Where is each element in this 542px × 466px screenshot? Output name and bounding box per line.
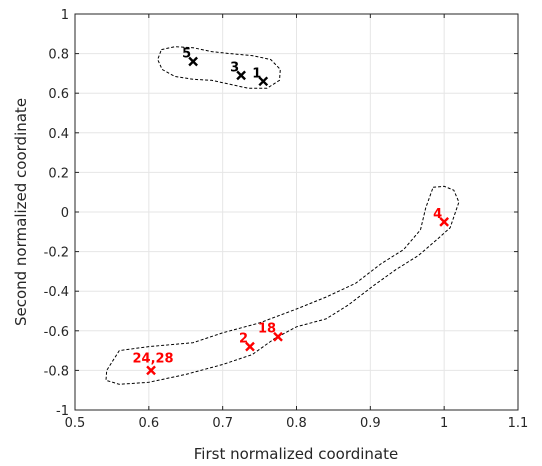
cluster-boundary-2 — [105, 185, 460, 385]
y-tick-label: -0.6 — [44, 325, 69, 340]
x-tick-label: 0.7 — [212, 416, 233, 431]
point-labels: 5 3 1 4 18 2 24,28 — [132, 47, 442, 367]
marker-point — [146, 365, 156, 376]
x-axis-label: First normalized coordinate — [194, 445, 398, 463]
point-label: 5 — [182, 47, 191, 62]
marker-point — [258, 76, 269, 87]
y-tick-label: -1 — [56, 404, 69, 419]
point-label: 1 — [252, 66, 261, 81]
point-label: 18 — [258, 322, 276, 337]
marker-point — [245, 341, 255, 352]
x-tick-label: 0.9 — [360, 416, 381, 431]
cluster-boundaries — [105, 46, 460, 385]
y-tick-label: 0 — [61, 206, 69, 221]
point-label: 3 — [230, 60, 239, 75]
y-tick-label: 0.6 — [48, 87, 69, 102]
y-tick-label: 0.4 — [48, 127, 69, 142]
y-tick-label: -0.2 — [44, 246, 69, 261]
y-axis-label: Second normalized coordinate — [12, 98, 30, 326]
marker-point — [236, 70, 246, 81]
point-label: 2 — [239, 332, 248, 347]
x-tick-label: 1 — [440, 416, 448, 431]
x-tick-label: 0.6 — [138, 416, 159, 431]
marker-point — [188, 56, 198, 67]
x-tick-label: 0.8 — [286, 416, 307, 431]
point-label: 4 — [433, 207, 442, 222]
y-tick-label: 0.8 — [48, 48, 69, 63]
y-tick-label: 1 — [61, 8, 69, 23]
x-tick-label: 0.5 — [65, 416, 86, 431]
cluster-boundary-1 — [157, 46, 281, 89]
point-label: 24,28 — [132, 351, 173, 366]
y-tick-label: 0.2 — [48, 166, 69, 181]
marker-point — [273, 331, 283, 342]
data-markers — [146, 56, 450, 376]
x-axis-ticks: 0.5 0.6 0.7 0.8 0.9 1 1.1 — [65, 14, 529, 431]
y-tick-label: -0.8 — [44, 364, 69, 379]
y-axis-ticks: -1 -0.8 -0.6 -0.4 -0.2 0 0.2 0.4 0.6 0.8 1 — [44, 8, 518, 419]
y-tick-label: -0.4 — [44, 285, 69, 300]
marker-point — [439, 217, 450, 227]
x-tick-label: 1.1 — [508, 416, 529, 431]
